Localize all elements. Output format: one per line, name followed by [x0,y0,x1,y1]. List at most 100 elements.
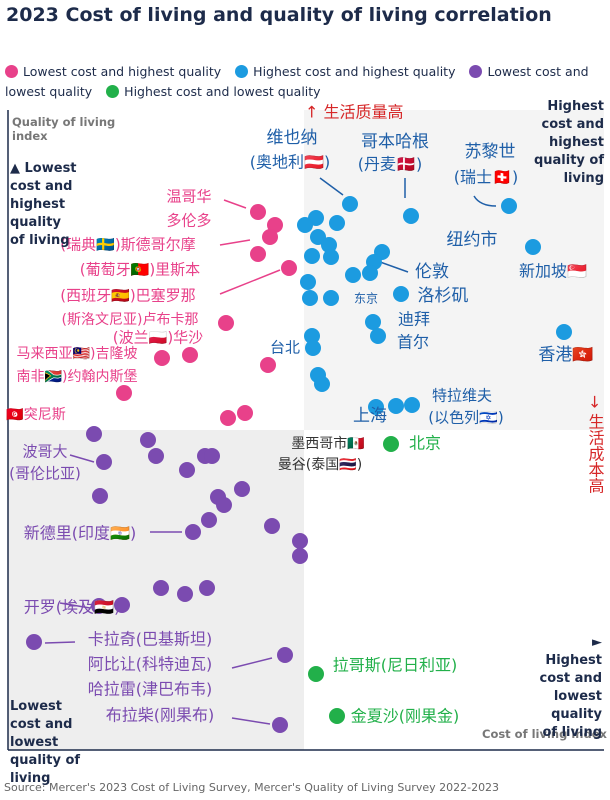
point [237,405,253,421]
annotation: (斯洛文尼亚)卢布卡那 [62,312,199,328]
point [153,580,169,596]
legend-swatch [5,65,18,78]
annotation: 墨西哥市🇲🇽 [291,435,365,452]
point [179,462,195,478]
annotation: 北京 [409,434,441,453]
annotation: 布拉柴(刚果布) [106,706,215,725]
arrows [44,177,497,725]
annotation: 伦敦 [415,262,449,282]
legend-item: Lowest cost and lowest quality [5,64,589,99]
annotation: (西班牙🇪🇸)巴塞罗那 [60,287,195,305]
annotation: 新加坡🇸🇬 [519,262,587,281]
point [260,357,276,373]
point [368,399,384,415]
point [300,274,316,290]
annotation: (瑞士🇨🇭) [454,168,518,187]
point [264,518,280,534]
point [148,448,164,464]
point [297,217,313,233]
point [250,246,266,262]
point [310,229,326,245]
annotation: 多伦多 [166,212,211,230]
chart-title: 2023 Cost of living and quality of livin… [6,4,552,26]
annotation: 纽约市 [447,230,498,250]
axis-note: → 生活成本高 [586,395,605,494]
point [403,208,419,224]
quadrant-label: Lowest cost and lowest quality of living [10,699,81,786]
point [199,580,215,596]
point [323,290,339,306]
annotation: 🇹🇳突尼斯 [6,407,65,423]
annotation: 新德里(印度🇮🇳) [24,524,136,543]
point [525,239,541,255]
point [26,634,42,650]
point [305,340,321,356]
point [114,597,130,613]
annotation: (丹麦🇩🇰) [358,155,422,174]
legend-swatch [106,85,120,98]
point [216,497,232,513]
point [218,315,234,331]
annotation: 金夏沙(刚果金) [351,707,460,726]
point [365,314,381,330]
point [182,347,198,363]
legend-label: Lowest cost and highest quality [23,64,222,79]
x-axis-label: Cost of living index [482,727,607,741]
legend-item: Highest cost and highest quality [235,64,455,79]
legend-label: Lowest cost and lowest quality [5,64,589,99]
point [302,290,318,306]
annotation: 南非🇿🇦)约翰内斯堡 [17,369,138,385]
legend-swatch [235,65,249,78]
annotation: (奥地利🇦🇹) [250,153,330,172]
annotation: 香港🇭🇰 [538,345,593,365]
point [234,481,250,497]
point [393,286,409,302]
annotation: (以色列🇮🇱) [428,409,503,427]
legend-swatch [469,65,483,78]
axis-note: ↑ 生活质量高 [305,103,404,122]
legend: Lowest cost and highest quality Highest … [5,62,595,102]
annotation: 苏黎世 [465,142,516,162]
legend-item: Highest cost and lowest quality [106,84,321,99]
point [250,204,266,220]
annotation: 温哥华 [166,188,211,206]
annotation: 马来西亚🇲🇾)吉隆坡 [17,346,138,362]
point [262,229,278,245]
annotation: 洛杉矶 [418,286,469,306]
point [308,666,324,682]
quadrant-label: Highest cost and highest quality of livi… [533,99,604,186]
point [314,376,330,392]
point [329,215,345,231]
point [91,598,107,614]
point [86,426,102,442]
point [345,267,361,283]
annotation: 卡拉奇(巴基斯坦) [88,630,213,649]
annotation: 曼谷(泰国🇹🇭) [278,457,362,473]
y-axis-label: Quality of living index [12,115,116,143]
point [177,586,193,602]
point [329,708,345,724]
annotation: 维也纳 [267,128,318,148]
point [277,647,293,663]
point [154,350,170,366]
legend-label: Highest cost and lowest quality [124,84,321,99]
annotation: 迪拜 [398,310,430,329]
point [501,198,517,214]
point [323,249,339,265]
point [220,410,236,426]
point [185,524,201,540]
annotation: 拉哥斯(尼日利亚) [333,656,458,675]
annotation: 哥本哈根 [361,132,429,152]
annotation: (瑞典🇸🇪)斯德哥尔摩 [60,236,195,254]
annotation: 开罗(埃及🇪🇬) [24,598,120,617]
annotation: (葡萄牙🇵🇹)里斯本 [80,261,200,279]
point [116,385,132,401]
quadrant-label: ▲ Lowest cost and highest quality of liv… [10,161,77,248]
point [383,436,399,452]
point [304,248,320,264]
annotation: 台北 [270,339,300,357]
annotation: 哈拉雷(津巴布韦) [88,680,213,699]
point [304,328,320,344]
